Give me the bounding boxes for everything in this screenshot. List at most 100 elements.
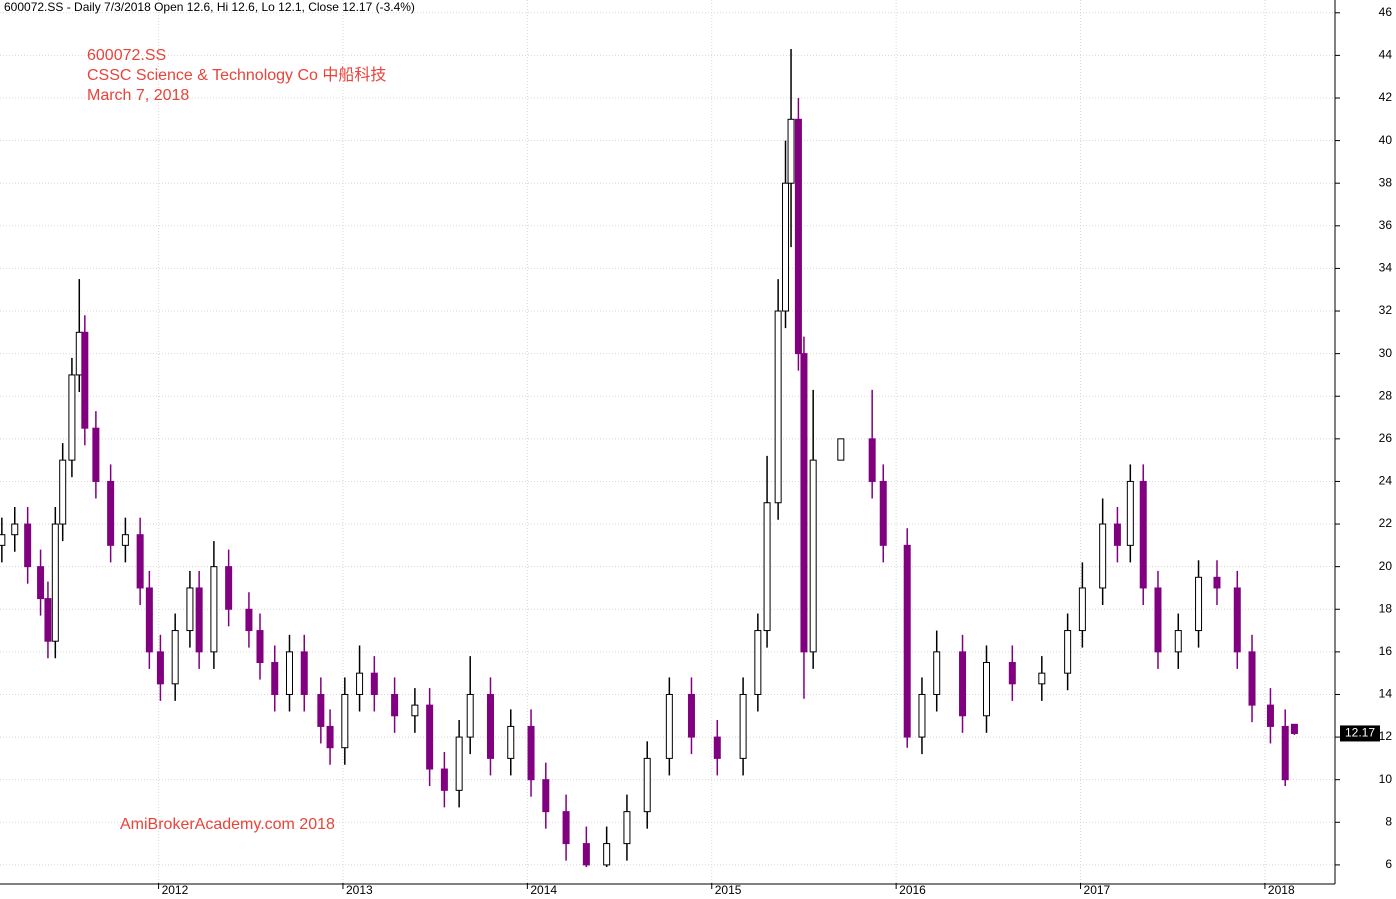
candle-body [918, 693, 926, 738]
annotation: CSSC Science & Technology Co 中船科技 [87, 66, 386, 84]
last-price-text: 12.17 [1345, 726, 1375, 740]
candle-body [527, 725, 535, 781]
y-tick-label: 26 [1379, 431, 1393, 445]
y-tick-label: 46 [1379, 5, 1393, 19]
candle-body [455, 736, 463, 791]
candle-body [837, 438, 845, 461]
candle-body [225, 566, 233, 610]
y-tick-label: 34 [1379, 261, 1393, 275]
candle-body [195, 587, 203, 653]
y-tick-label: 10 [1379, 772, 1393, 786]
candle-body [300, 651, 308, 695]
candle-body [285, 651, 293, 695]
candle-body [1113, 523, 1121, 546]
candle-body [51, 523, 59, 642]
x-tick-label: 2012 [162, 883, 189, 897]
y-tick-label: 42 [1379, 90, 1393, 104]
x-tick-label: 2013 [346, 883, 373, 897]
candle-body [713, 736, 721, 759]
y-tick-label: 16 [1379, 644, 1393, 658]
candle-body [782, 182, 790, 312]
candle-body [1174, 630, 1182, 653]
candle-body [271, 662, 279, 695]
candle-body [466, 693, 474, 738]
last-price-box [1340, 725, 1380, 742]
candle-body [800, 353, 808, 653]
candle-body [356, 672, 364, 695]
candle-body [582, 843, 590, 866]
candle-body [739, 693, 747, 759]
candle-body [687, 693, 695, 738]
candle-body [643, 757, 651, 813]
candle-body [391, 693, 399, 717]
candle-body [411, 704, 419, 717]
candle-body [787, 118, 795, 184]
candle-body [1008, 662, 1016, 685]
candle-body [1195, 576, 1203, 632]
candle-body [809, 459, 817, 653]
candle-body [256, 630, 264, 664]
candle-body [107, 480, 115, 546]
candle-body [1139, 480, 1147, 589]
y-tick-label: 28 [1379, 388, 1393, 402]
candle-body [982, 662, 990, 717]
y-tick-label: 38 [1379, 175, 1393, 189]
candle-body [959, 651, 967, 717]
candle-body [1099, 523, 1107, 589]
y-tick-label: 32 [1379, 303, 1393, 317]
candle-body [1266, 704, 1274, 727]
x-tick-label: 2018 [1268, 883, 1295, 897]
candle-body [210, 566, 218, 653]
candle-body [1290, 723, 1298, 734]
candle-body [1281, 725, 1289, 781]
y-tick-label: 36 [1379, 218, 1393, 232]
candle-body [754, 630, 762, 695]
candle-body [440, 768, 448, 791]
y-tick-label: 18 [1379, 601, 1393, 615]
candle-body [186, 587, 194, 632]
candle-body [11, 523, 19, 536]
candle-body [1126, 480, 1134, 546]
y-tick-label: 14 [1379, 687, 1393, 701]
candle-body [59, 459, 67, 525]
candle-body [37, 566, 45, 600]
x-tick-label: 2017 [1084, 883, 1111, 897]
candle-body [426, 704, 434, 770]
candle-body [562, 811, 570, 845]
y-tick-label: 30 [1379, 346, 1393, 360]
candle-body [1154, 587, 1162, 653]
candle-body [933, 651, 941, 695]
candle-body [1078, 587, 1086, 632]
candle-body [121, 534, 129, 546]
candle-body [603, 843, 611, 866]
y-tick-label: 24 [1379, 474, 1393, 488]
watermark: AmiBrokerAcademy.com 2018 [120, 816, 335, 833]
x-tick-label: 2015 [715, 883, 742, 897]
candle-body [136, 534, 144, 589]
x-tick-label: 2014 [530, 883, 557, 897]
y-tick-label: 6 [1385, 857, 1392, 871]
candle-body [794, 118, 802, 355]
y-tick-label: 8 [1385, 814, 1392, 828]
candle-body [1248, 651, 1256, 706]
candle-body [370, 672, 378, 695]
y-tick-label: 20 [1379, 559, 1393, 573]
candle-body [0, 534, 6, 546]
candle-body [24, 523, 32, 568]
candle-body [903, 544, 911, 738]
candle-body [68, 374, 76, 461]
candle-body [486, 693, 494, 759]
candle-body [879, 480, 887, 546]
candle-body [868, 438, 876, 482]
candle-body [507, 725, 515, 759]
candle-body [156, 651, 164, 685]
chart-title: 600072.SS - Daily 7/3/2018 Open 12.6, Hi… [4, 0, 415, 14]
annotation: March 7, 2018 [87, 87, 189, 104]
candle-body [326, 725, 334, 749]
candle-body [1213, 576, 1221, 589]
annotation: 600072.SS [87, 47, 166, 64]
last-price-label: 12.17 [1340, 725, 1380, 742]
candle-body [341, 693, 349, 749]
